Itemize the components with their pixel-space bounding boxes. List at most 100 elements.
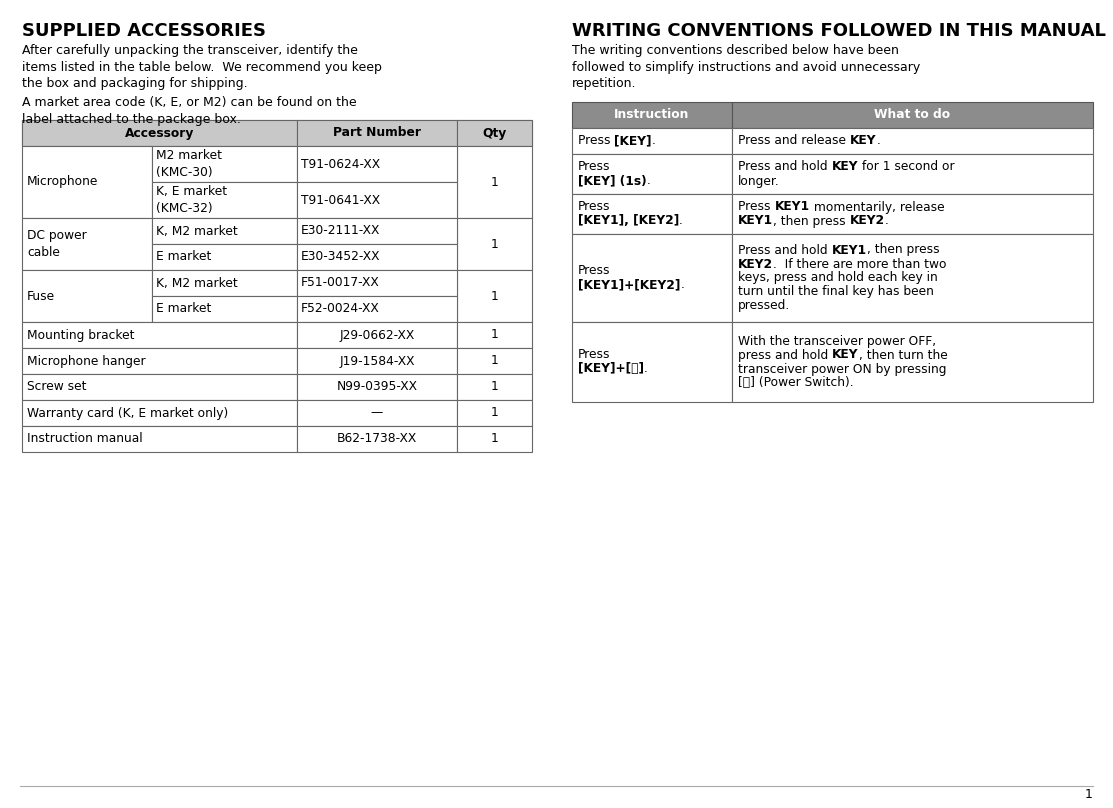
Text: Mounting bracket: Mounting bracket — [27, 329, 135, 342]
Bar — [457, 374, 532, 400]
Bar — [297, 218, 457, 244]
Text: [KEY]+[⏻]: [KEY]+[⏻] — [578, 363, 644, 376]
Text: E30-3452-XX: E30-3452-XX — [301, 250, 381, 263]
Bar — [457, 322, 532, 348]
Text: , then press: , then press — [774, 214, 849, 228]
Text: E market: E market — [156, 250, 211, 263]
Bar — [22, 146, 152, 218]
Bar — [732, 194, 1093, 234]
Text: SUPPLIED ACCESSORIES: SUPPLIED ACCESSORIES — [22, 22, 266, 40]
Bar — [732, 128, 1093, 154]
Text: B62-1738-XX: B62-1738-XX — [337, 432, 417, 445]
Bar — [152, 244, 297, 270]
Bar — [457, 426, 532, 452]
Text: M2 market
(KMC-30): M2 market (KMC-30) — [156, 149, 221, 179]
Text: With the transceiver power OFF,: With the transceiver power OFF, — [738, 335, 936, 347]
Text: 1: 1 — [491, 175, 499, 188]
Bar — [457, 400, 532, 426]
Text: , then turn the: , then turn the — [858, 348, 947, 361]
Text: KEY2: KEY2 — [849, 214, 885, 228]
Text: K, M2 market: K, M2 market — [156, 276, 238, 289]
Text: Part Number: Part Number — [333, 127, 421, 140]
Bar — [22, 348, 297, 374]
Bar — [297, 426, 457, 452]
Text: .: . — [876, 134, 880, 148]
Bar — [457, 120, 532, 146]
Text: T91-0624-XX: T91-0624-XX — [301, 158, 381, 170]
Text: Press: Press — [738, 200, 775, 213]
Bar — [457, 218, 532, 270]
Text: Press: Press — [578, 200, 611, 213]
Text: Instruction manual: Instruction manual — [27, 432, 142, 445]
Bar — [297, 120, 457, 146]
Text: pressed.: pressed. — [738, 300, 790, 313]
Text: Warranty card (K, E market only): Warranty card (K, E market only) — [27, 406, 228, 419]
Text: Press: Press — [578, 161, 611, 174]
Bar — [457, 348, 532, 374]
Bar — [732, 234, 1093, 322]
Text: Microphone: Microphone — [27, 175, 98, 188]
Text: Press and hold: Press and hold — [738, 161, 831, 174]
Bar — [297, 374, 457, 400]
Text: 1: 1 — [491, 355, 499, 368]
Bar — [572, 154, 732, 194]
Text: Accessory: Accessory — [125, 127, 194, 140]
Text: Qty: Qty — [482, 127, 506, 140]
Text: KEY: KEY — [831, 161, 858, 174]
Bar — [152, 218, 297, 244]
Bar — [732, 102, 1093, 128]
Text: WRITING CONVENTIONS FOLLOWED IN THIS MANUAL: WRITING CONVENTIONS FOLLOWED IN THIS MAN… — [572, 22, 1106, 40]
Bar — [572, 322, 732, 402]
Text: What to do: What to do — [875, 108, 951, 121]
Text: [KEY] (1s): [KEY] (1s) — [578, 175, 647, 187]
Text: KEY2: KEY2 — [738, 258, 774, 271]
Text: 1: 1 — [491, 238, 499, 250]
Text: .: . — [652, 134, 656, 148]
Bar — [732, 154, 1093, 194]
Bar — [152, 270, 297, 296]
Text: for 1 second or: for 1 second or — [858, 161, 955, 174]
Bar — [297, 146, 457, 182]
Text: 1: 1 — [491, 406, 499, 419]
Text: press and hold: press and hold — [738, 348, 833, 361]
Text: turn until the final key has been: turn until the final key has been — [738, 285, 934, 298]
Text: .  If there are more than two: . If there are more than two — [774, 258, 947, 271]
Text: 1: 1 — [491, 289, 499, 302]
Bar — [22, 270, 152, 322]
Text: 1: 1 — [1085, 788, 1093, 801]
Bar — [22, 120, 297, 146]
Text: The writing conventions described below have been
followed to simplify instructi: The writing conventions described below … — [572, 44, 920, 90]
Bar — [297, 348, 457, 374]
Text: K, E market
(KMC-32): K, E market (KMC-32) — [156, 185, 227, 215]
Text: —: — — [371, 406, 383, 419]
Text: 1: 1 — [491, 329, 499, 342]
Text: A market area code (K, E, or M2) can be found on the
label attached to the packa: A market area code (K, E, or M2) can be … — [22, 96, 356, 125]
Text: Instruction: Instruction — [614, 108, 690, 121]
Text: [KEY1]+[KEY2]: [KEY1]+[KEY2] — [578, 279, 680, 292]
Text: E market: E market — [156, 302, 211, 315]
Text: F52-0024-XX: F52-0024-XX — [301, 302, 380, 315]
Text: KEY1: KEY1 — [831, 243, 867, 256]
Text: N99-0395-XX: N99-0395-XX — [336, 381, 417, 393]
Bar — [22, 374, 297, 400]
Bar — [22, 322, 297, 348]
Text: .: . — [647, 175, 650, 187]
Bar — [297, 296, 457, 322]
Bar — [22, 218, 152, 270]
Text: KEY1: KEY1 — [738, 214, 774, 228]
Bar — [22, 120, 532, 146]
Bar — [457, 146, 532, 218]
Text: .: . — [885, 214, 888, 228]
Text: transceiver power ON by pressing: transceiver power ON by pressing — [738, 363, 946, 376]
Text: Press: Press — [578, 264, 611, 277]
Text: Fuse: Fuse — [27, 289, 56, 302]
Bar — [297, 322, 457, 348]
Text: J29-0662-XX: J29-0662-XX — [339, 329, 415, 342]
Bar — [572, 128, 732, 154]
Text: , then press: , then press — [867, 243, 939, 256]
Text: F51-0017-XX: F51-0017-XX — [301, 276, 380, 289]
Bar — [572, 102, 732, 128]
Bar — [572, 234, 732, 322]
Text: momentarily, release: momentarily, release — [809, 200, 944, 213]
Bar — [152, 146, 297, 182]
